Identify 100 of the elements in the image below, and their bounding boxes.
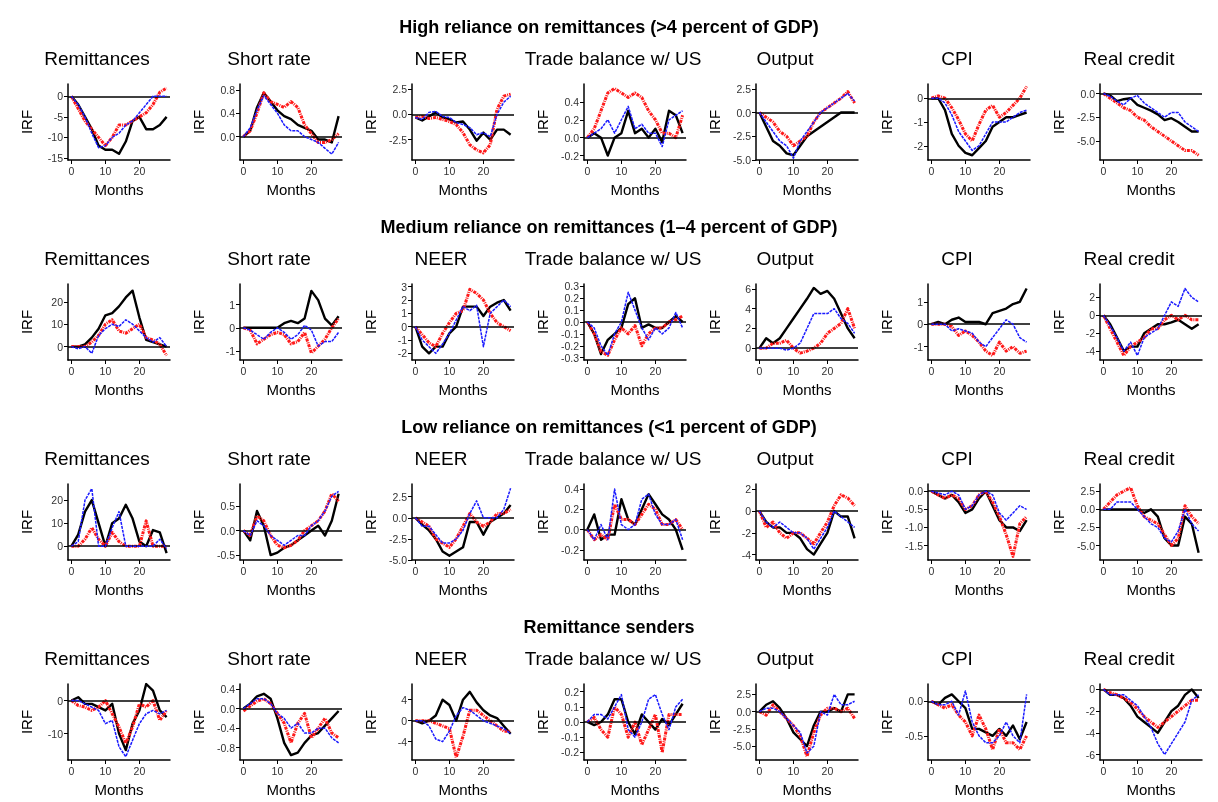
y-tick-label: 2 <box>745 322 752 335</box>
x-tick-label: 10 <box>99 164 112 177</box>
x-tick-label: 20 <box>477 564 490 577</box>
chart-title: Trade balance w/ US <box>524 248 702 269</box>
x-tick-label: 10 <box>787 764 800 777</box>
chart-title: CPI <box>941 448 973 469</box>
x-tick-label: 20 <box>649 164 662 177</box>
y-axis-title: IRF <box>1050 109 1067 135</box>
y-tick-label: 0.0 <box>736 106 752 119</box>
y-axis-title: IRF <box>1050 509 1067 535</box>
y-tick-label: 20 <box>51 295 64 308</box>
chart-title: NEER <box>414 448 468 469</box>
x-tick-label: 20 <box>1165 164 1178 177</box>
y-tick-label: -2.5 <box>388 532 408 545</box>
x-tick-label: 20 <box>821 364 834 377</box>
y-tick-label: -0.8 <box>216 741 236 754</box>
y-axis-title: IRF <box>362 509 379 535</box>
y-axis-title: IRF <box>534 109 551 135</box>
x-tick-label: 10 <box>615 364 628 377</box>
y-tick-label: 0 <box>401 320 408 333</box>
x-axis-title: Months <box>610 381 660 398</box>
y-axis-title: IRF <box>534 309 551 335</box>
x-axis-title: Months <box>954 381 1004 398</box>
x-tick-label: 10 <box>787 564 800 577</box>
chart-title: Remittances <box>44 648 150 669</box>
x-axis-title: Months <box>266 381 316 398</box>
x-tick-label: 0 <box>412 564 419 577</box>
y-tick-label: 0.1 <box>564 700 580 713</box>
chart-title: Short rate <box>227 48 311 69</box>
y-axis-title: IRF <box>534 509 551 535</box>
y-tick-label: 0.0 <box>564 316 580 328</box>
x-axis-title: Months <box>266 781 316 798</box>
x-tick-label: 0 <box>584 764 591 777</box>
x-tick-label: 20 <box>993 164 1006 177</box>
y-tick-label: -2.5 <box>388 133 408 146</box>
y-tick-label: -6 <box>1085 748 1096 761</box>
x-tick-label: 20 <box>649 364 662 377</box>
x-axis-title: Months <box>954 781 1004 798</box>
y-tick-label: -1.0 <box>904 521 924 534</box>
y-tick-label: -10 <box>47 131 64 144</box>
x-tick-label: 10 <box>271 364 284 377</box>
y-tick-label: 1 <box>229 298 236 311</box>
y-tick-label: -1 <box>397 334 408 346</box>
x-tick-label: 10 <box>443 364 456 377</box>
y-tick-label: 0.0 <box>736 705 752 718</box>
y-tick-label: -5.0 <box>1076 539 1096 552</box>
chart-title: Remittances <box>44 248 150 269</box>
y-axis-title: IRF <box>18 709 35 735</box>
y-tick-label: 0.0 <box>1080 503 1096 516</box>
x-tick-label: 20 <box>1165 364 1178 377</box>
x-tick-label: 10 <box>615 164 628 177</box>
y-tick-label: -0.5 <box>904 503 924 516</box>
y-tick-label: 4 <box>401 693 408 706</box>
chart-title: NEER <box>414 648 468 669</box>
y-tick-label: 0.0 <box>564 523 580 536</box>
x-axis-title: Months <box>438 581 488 598</box>
x-tick-label: 20 <box>477 364 490 377</box>
x-tick-label: 0 <box>68 764 75 777</box>
y-tick-label: 4 <box>745 302 752 315</box>
y-tick-label: 0.0 <box>564 131 580 144</box>
chart-title: Short rate <box>227 648 311 669</box>
x-axis-title: Months <box>782 781 832 798</box>
y-tick-label: 2.5 <box>392 490 408 503</box>
y-tick-label: -4 <box>1085 345 1096 358</box>
x-tick-label: 0 <box>1100 764 1107 777</box>
x-tick-label: 0 <box>1100 564 1107 577</box>
y-tick-label: -0.5 <box>216 549 236 562</box>
x-tick-label: 0 <box>240 764 247 777</box>
y-tick-label: -2.5 <box>732 130 752 143</box>
y-axis-title: IRF <box>362 309 379 335</box>
y-tick-label: 0 <box>401 714 408 727</box>
x-axis-title: Months <box>1126 381 1176 398</box>
y-tick-label: -1 <box>225 344 236 357</box>
y-tick-label: 0 <box>229 321 236 334</box>
y-tick-label: -0.2 <box>560 543 580 556</box>
x-tick-label: 10 <box>959 564 972 577</box>
y-tick-label: -0.1 <box>560 327 580 340</box>
y-tick-label: 0.2 <box>564 113 580 126</box>
y-tick-label: 2.5 <box>736 82 752 95</box>
y-tick-label: -0.2 <box>560 339 580 352</box>
x-axis-title: Months <box>94 581 144 598</box>
chart-title: NEER <box>414 48 468 69</box>
y-tick-label: -2 <box>913 139 924 152</box>
x-tick-label: 0 <box>928 764 935 777</box>
y-tick-label: 0 <box>1089 683 1096 696</box>
y-tick-label: 0 <box>745 342 752 355</box>
y-tick-label: 2 <box>745 483 752 496</box>
y-tick-label: -4 <box>741 548 752 561</box>
x-tick-label: 0 <box>412 164 419 177</box>
chart-title: Real credit <box>1083 448 1176 469</box>
x-tick-label: 0 <box>584 364 591 377</box>
y-tick-label: 2 <box>401 294 408 306</box>
y-axis-title: IRF <box>1050 709 1067 735</box>
y-tick-label: 0.4 <box>564 95 580 108</box>
y-tick-label: -5.0 <box>388 554 408 566</box>
x-tick-label: 10 <box>271 164 284 177</box>
y-axis-title: IRF <box>706 109 723 135</box>
y-tick-label: 3 <box>401 280 408 293</box>
chart-title: Trade balance w/ US <box>524 448 702 469</box>
x-tick-label: 10 <box>99 364 112 377</box>
